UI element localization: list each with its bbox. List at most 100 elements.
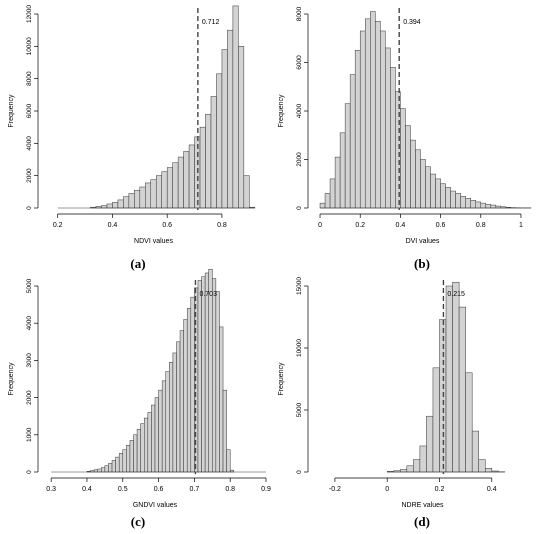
panel-3-bar [197, 280, 202, 473]
panel-4-bar [426, 415, 434, 473]
panel-3-bar [147, 412, 152, 473]
panel-2-x-tick-label: 0.8 [476, 222, 486, 229]
panel-2-x-tick-label: 0.2 [355, 222, 365, 229]
panel-2-bar [460, 196, 466, 209]
panel-1-y-tick-label: 0 [26, 206, 33, 210]
panel-2-bar [370, 11, 376, 209]
panel-2-bar [334, 156, 341, 209]
panel-2-bar [410, 139, 416, 209]
panel-2-bar [430, 173, 436, 209]
panel-1-bar [128, 193, 135, 209]
panel-1-bar [139, 186, 146, 209]
panel-3-bar [93, 469, 98, 473]
panel-3-bar [222, 389, 227, 473]
panel-3-y-tick-label: 3000 [26, 353, 33, 368]
panel-1-y-tick-label: 8000 [26, 71, 33, 86]
panel-4-bar [400, 469, 408, 473]
panel-3-bar [204, 272, 209, 473]
panel-3-bar [111, 460, 116, 473]
panel-3-bar [186, 308, 192, 473]
panel-1-y-tick-label: 6000 [26, 103, 33, 118]
panel-4-y-tick-label: 5000 [296, 402, 303, 417]
panel-1-bar [172, 162, 179, 209]
panel-3-y-tick-label: 5000 [26, 278, 33, 293]
panel-3-x-axis-label: GNDVI values [133, 502, 178, 509]
panel-3-bar [172, 352, 177, 473]
panel-3-bar [161, 380, 166, 473]
panel-4-bar [478, 459, 486, 473]
panel-2-y-tick-label: 2000 [296, 152, 303, 167]
panel-1-x-tick-label: 0.4 [108, 222, 118, 229]
panel-1-bar [188, 144, 195, 209]
panel-3-bar [169, 362, 174, 473]
panel-1-bar [161, 171, 168, 209]
panel-3-bar [165, 371, 170, 473]
panel-4-x-axis-label: NDRE values [401, 502, 444, 509]
panel-3-bar [97, 468, 102, 473]
panel-1-x-axis-label: NDVI values [134, 238, 173, 245]
panel-4-x-tick-label: 0 [385, 486, 389, 493]
panel-3-bar [136, 428, 141, 473]
panel-2-bar [390, 67, 396, 209]
panel-1-bar [221, 49, 228, 209]
panel-3-y-axis-label: Frequency [8, 362, 15, 396]
panel-4-y-tick-label: 15000 [296, 277, 303, 295]
panel-3-bar [229, 469, 235, 473]
panel-3-bar [104, 465, 109, 473]
panel-1-bar [106, 203, 113, 209]
panel-1-bar [134, 189, 141, 209]
panel-1-bar [210, 96, 217, 209]
panel-1-bar [183, 151, 190, 209]
panel-2-x-tick-label: 1 [519, 222, 523, 229]
panel-1-y-axis-label: Frequency [8, 94, 15, 128]
panel-2-bar [415, 149, 421, 209]
panel-4-y-tick-label: 10000 [296, 339, 303, 357]
panel-3-bar [154, 397, 159, 473]
panel-2-bar [395, 91, 401, 209]
panel-1-y-tick-label: 4000 [26, 136, 33, 151]
panel-3-bar [183, 319, 188, 473]
panel-label-c: (c) [130, 514, 146, 529]
panel-1-y-tick-label: 12000 [26, 5, 33, 23]
panel-2-x-axis-label: DVI values [406, 238, 440, 245]
panel-3-bar [215, 291, 220, 473]
panel-2-x-tick-label: 0.6 [436, 222, 446, 229]
panel-2-bar [450, 190, 456, 209]
panel-3-bar [179, 330, 184, 473]
panel-2-bar [445, 187, 451, 209]
panel-2-bar [440, 183, 446, 209]
panel-4-x-tick-label: 0.4 [487, 486, 497, 493]
panel-4-bar [432, 367, 440, 473]
panel-3-bar [118, 453, 124, 473]
panel-label-d: (d) [414, 514, 430, 529]
panel-2-x-tick-label: 0.4 [396, 222, 406, 229]
panel-3-bar [176, 341, 181, 473]
panel-1-x-tick-label: 0.2 [53, 222, 63, 229]
panel-2-bar [385, 47, 391, 209]
panel-2-bar [349, 74, 356, 209]
panel-1-bar [155, 175, 162, 209]
panel-3-x-tick-label: 0.5 [118, 486, 128, 493]
panel-4-bar [406, 465, 414, 473]
panel-3-bar [122, 449, 127, 473]
panel-2-bar [405, 125, 411, 209]
panel-2-bar [344, 103, 351, 209]
panel-2-bar [400, 108, 406, 209]
panel-4-bar [419, 445, 427, 473]
panel-3-bar [219, 326, 224, 473]
panel-2-y-axis-label: Frequency [278, 94, 285, 128]
panel-2-bar [420, 159, 426, 209]
panel-3-bar [126, 444, 131, 473]
panel-1-bar [117, 199, 124, 209]
panel-2-y-tick-label: 4000 [296, 103, 303, 118]
panel-2-x-tick-label: 0 [318, 222, 322, 229]
panel-2-bar [495, 205, 502, 209]
panel-3-x-tick-label: 0.7 [190, 486, 200, 493]
panel-2-bar [319, 202, 326, 209]
panel-4-bar [471, 430, 479, 473]
panel-3-bar [226, 449, 231, 473]
panel-2-bar [455, 193, 461, 209]
panel-4-x-tick-label: 0.2 [435, 486, 445, 493]
panel-2-bar [425, 166, 431, 209]
